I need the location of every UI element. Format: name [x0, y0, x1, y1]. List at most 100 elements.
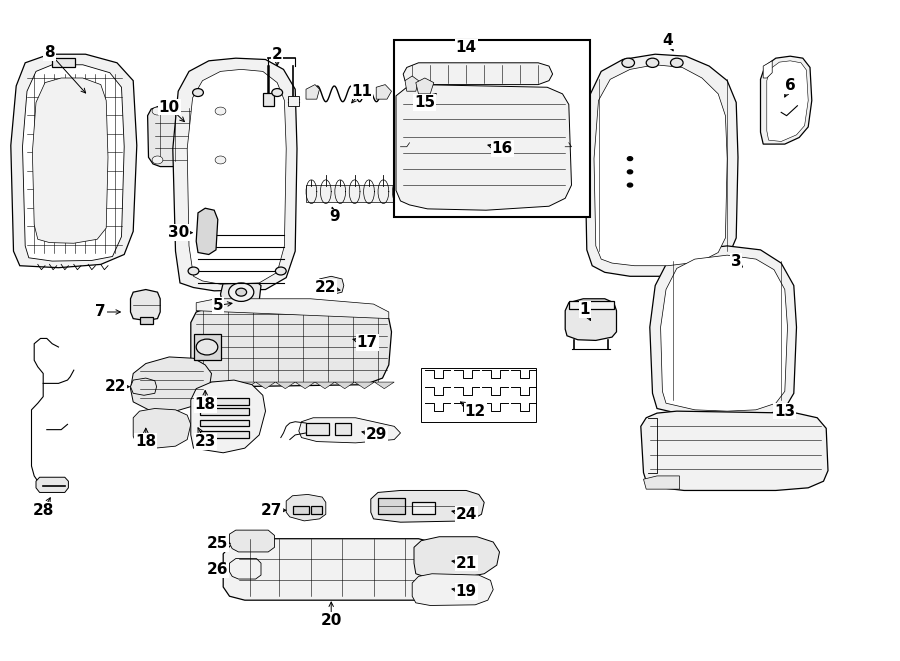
Polygon shape [230, 559, 261, 579]
Polygon shape [216, 382, 236, 389]
Polygon shape [130, 290, 160, 321]
Polygon shape [374, 382, 394, 389]
Text: 14: 14 [455, 40, 477, 55]
Polygon shape [133, 408, 191, 448]
Text: 30: 30 [167, 225, 189, 240]
Polygon shape [641, 411, 828, 490]
Polygon shape [223, 539, 448, 600]
Polygon shape [767, 61, 808, 141]
Bar [200, 408, 249, 415]
Polygon shape [32, 78, 108, 243]
Polygon shape [412, 574, 493, 605]
Text: 24: 24 [455, 507, 477, 522]
Bar [335, 423, 351, 435]
Text: 29: 29 [365, 428, 387, 442]
Text: 2: 2 [272, 47, 283, 61]
Polygon shape [220, 276, 261, 309]
Polygon shape [763, 61, 772, 78]
Polygon shape [295, 382, 315, 389]
Circle shape [627, 170, 633, 174]
Bar [292, 506, 309, 514]
Bar [263, 93, 274, 106]
Bar [306, 423, 328, 435]
Polygon shape [405, 76, 418, 91]
Circle shape [627, 183, 633, 187]
Text: 19: 19 [455, 584, 477, 599]
Polygon shape [403, 63, 553, 85]
Polygon shape [355, 382, 374, 389]
Polygon shape [306, 85, 319, 99]
Polygon shape [22, 65, 124, 261]
Bar [311, 506, 322, 514]
Polygon shape [236, 382, 256, 389]
Circle shape [229, 283, 254, 301]
Text: 7: 7 [95, 305, 106, 319]
Polygon shape [130, 357, 212, 411]
Polygon shape [565, 299, 617, 340]
Text: 10: 10 [158, 100, 180, 114]
Polygon shape [414, 537, 500, 578]
Polygon shape [196, 382, 216, 389]
Polygon shape [585, 54, 738, 276]
Text: 12: 12 [464, 404, 486, 418]
Polygon shape [661, 255, 788, 411]
Text: 26: 26 [207, 563, 229, 577]
Polygon shape [173, 58, 297, 291]
Circle shape [646, 58, 659, 67]
Polygon shape [275, 382, 295, 389]
Polygon shape [421, 180, 439, 206]
Text: 23: 23 [194, 434, 216, 449]
Circle shape [236, 288, 247, 296]
Polygon shape [299, 418, 400, 443]
Circle shape [627, 157, 633, 161]
Circle shape [188, 267, 199, 275]
Circle shape [193, 89, 203, 97]
Bar [194, 334, 220, 360]
Polygon shape [191, 380, 266, 453]
Circle shape [622, 58, 634, 67]
Polygon shape [196, 299, 389, 319]
Polygon shape [317, 276, 344, 295]
Polygon shape [416, 78, 434, 94]
Text: 5: 5 [212, 298, 223, 313]
Circle shape [215, 156, 226, 164]
Polygon shape [191, 304, 392, 387]
Bar [412, 502, 435, 514]
Bar [421, 368, 536, 422]
Bar [569, 301, 614, 309]
Circle shape [215, 107, 226, 115]
Text: 22: 22 [104, 379, 126, 394]
Bar [200, 398, 249, 405]
Circle shape [152, 156, 163, 164]
Text: 1: 1 [580, 302, 590, 317]
Text: 11: 11 [351, 84, 373, 98]
Text: 4: 4 [662, 34, 673, 48]
Bar [140, 317, 153, 324]
Bar [200, 420, 249, 426]
Polygon shape [594, 65, 727, 266]
Text: 22: 22 [315, 280, 337, 295]
Circle shape [272, 89, 283, 97]
Polygon shape [436, 550, 454, 580]
Text: 8: 8 [44, 46, 55, 60]
Polygon shape [187, 69, 286, 284]
Polygon shape [335, 382, 355, 389]
Polygon shape [376, 85, 392, 99]
Polygon shape [644, 476, 680, 489]
Text: 3: 3 [731, 254, 742, 268]
Polygon shape [315, 382, 335, 389]
Polygon shape [148, 106, 227, 167]
Polygon shape [286, 494, 326, 521]
Circle shape [670, 58, 683, 67]
Text: 16: 16 [491, 141, 513, 156]
Polygon shape [256, 382, 275, 389]
Text: 18: 18 [135, 434, 157, 449]
Text: 6: 6 [785, 79, 796, 93]
Polygon shape [760, 56, 812, 144]
Bar [394, 40, 590, 217]
Polygon shape [36, 477, 68, 492]
Bar [288, 96, 299, 106]
Circle shape [275, 267, 286, 275]
Text: 28: 28 [32, 503, 54, 518]
Polygon shape [230, 530, 274, 552]
